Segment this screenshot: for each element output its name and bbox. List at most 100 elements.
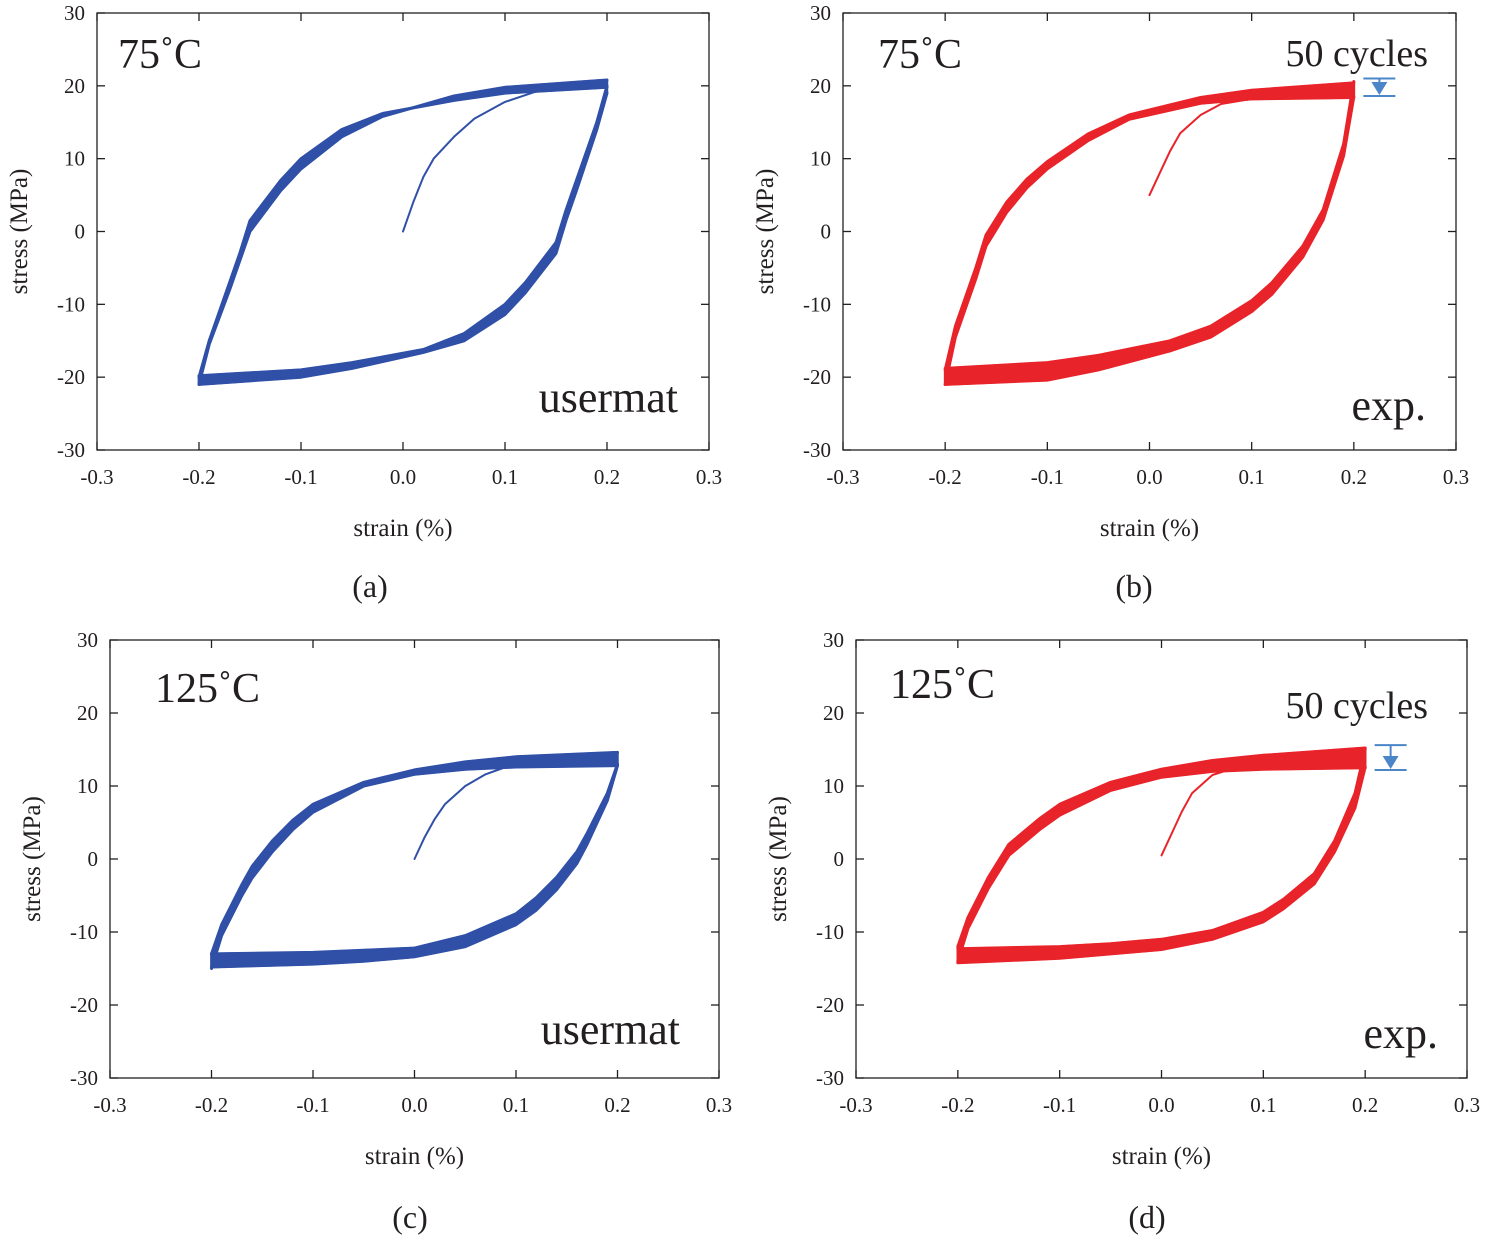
temperature-label: 125˚C bbox=[155, 666, 260, 712]
series-band-upper bbox=[210, 751, 619, 970]
y-tick-label: -30 bbox=[57, 438, 85, 462]
series-line-lower-branch-cycle-50- bbox=[197, 91, 609, 386]
series-group bbox=[956, 746, 1367, 965]
series-line-initial-loading bbox=[1148, 97, 1253, 197]
x-axis-label: strain (%) bbox=[365, 1143, 464, 1170]
series-band-lower bbox=[210, 762, 619, 969]
x-tick-label: 0.0 bbox=[390, 465, 416, 489]
series-line-upper-branch-first-cycle- bbox=[197, 85, 609, 379]
x-axis-label: strain (%) bbox=[1100, 515, 1199, 542]
series-line-upper-branch-first-cycle- bbox=[210, 750, 619, 956]
y-tick-label: 0 bbox=[834, 847, 845, 871]
y-tick-label: 10 bbox=[77, 774, 98, 798]
y-tick-label: 20 bbox=[823, 701, 844, 725]
series-line-initial-loading bbox=[413, 766, 507, 860]
chart-panel-a: -0.3 -0.2 -0.1 0.0 0.1 0.2 0.3 30 20 10 0 -10 -20 -30… bbox=[6, 1, 722, 604]
temperature-label: 125˚C bbox=[890, 662, 995, 708]
x-tick-label: -0.2 bbox=[929, 465, 962, 489]
series-line-lower-branch-first-cycle- bbox=[943, 80, 1356, 370]
series-line-initial-loading bbox=[402, 90, 537, 233]
y-axis-label: stress (MPa) bbox=[765, 796, 792, 922]
x-axis-label: strain (%) bbox=[1112, 1143, 1211, 1170]
x-tick-label: 0.1 bbox=[503, 1093, 529, 1117]
x-tick-label: 0.3 bbox=[1454, 1093, 1480, 1117]
x-tick-label: 0.3 bbox=[706, 1093, 732, 1117]
drop-marker-arrowhead bbox=[1382, 755, 1399, 769]
source-label: exp. bbox=[1363, 1009, 1438, 1058]
x-tick-label: 0.1 bbox=[1250, 1093, 1276, 1117]
subfigure-caption: (b) bbox=[1115, 568, 1152, 604]
y-tick-label: -20 bbox=[803, 365, 831, 389]
series-band-lower bbox=[197, 84, 609, 386]
y-tick-label: 0 bbox=[821, 220, 832, 244]
series-group bbox=[210, 750, 619, 970]
chart-panel-d: -0.3 -0.2 -0.1 0.0 0.1 0.2 0.3 30 20 10 0 -10 -20 -30… bbox=[765, 628, 1480, 1235]
y-tick-label: 30 bbox=[823, 628, 844, 652]
subfigure-caption: (d) bbox=[1128, 1199, 1165, 1235]
y-tick-label: 0 bbox=[88, 847, 99, 871]
series-line-lower-branch-first-cycle- bbox=[956, 748, 1367, 951]
cycle-drop-arrow-icon bbox=[1374, 744, 1407, 771]
x-tick-label: 0.1 bbox=[492, 465, 518, 489]
x-tick-label: 0.2 bbox=[594, 465, 620, 489]
x-tick-label: 0.2 bbox=[604, 1093, 630, 1117]
series-line-upper-branch-cycle-50- bbox=[956, 766, 1367, 963]
x-tick-label: -0.3 bbox=[93, 1093, 126, 1117]
x-tick-label: -0.2 bbox=[182, 465, 215, 489]
series-line-lower-branch-cycle-50- bbox=[956, 765, 1367, 965]
x-tick-label: 0.0 bbox=[1136, 465, 1162, 489]
source-label: exp. bbox=[1351, 381, 1426, 430]
x-tick-label: -0.2 bbox=[195, 1093, 228, 1117]
cycles-label: 50 cycles bbox=[1286, 33, 1428, 75]
y-axis-label: stress (MPa) bbox=[19, 796, 46, 922]
y-tick-label: 30 bbox=[77, 628, 98, 652]
x-tick-label: -0.3 bbox=[826, 465, 859, 489]
y-tick-label: -10 bbox=[57, 292, 85, 316]
y-tick-label: -10 bbox=[816, 920, 844, 944]
x-tick-label: 0.0 bbox=[401, 1093, 427, 1117]
y-tick-label: 30 bbox=[810, 1, 831, 25]
y-tick-label: 30 bbox=[64, 1, 85, 25]
subfigure-caption: (a) bbox=[352, 568, 388, 604]
x-tick-label: -0.1 bbox=[1031, 465, 1064, 489]
y-axis-label: stress (MPa) bbox=[6, 169, 33, 295]
y-tick-label: 0 bbox=[75, 220, 86, 244]
x-tick-label: 0.2 bbox=[1341, 465, 1367, 489]
chart-panel-c: -0.3 -0.2 -0.1 0.0 0.1 0.2 0.3 30 20 10 0 -10 -20 -30… bbox=[19, 628, 732, 1235]
series-line-upper-branch-first-cycle- bbox=[956, 746, 1367, 949]
y-tick-label: -10 bbox=[803, 292, 831, 316]
drop-marker-arrowhead bbox=[1371, 82, 1388, 96]
y-tick-label: 10 bbox=[823, 774, 844, 798]
x-tick-label: -0.1 bbox=[284, 465, 317, 489]
y-tick-label: -30 bbox=[803, 438, 831, 462]
cycles-label: 50 cycles bbox=[1286, 685, 1428, 727]
series-line-upper-branch-cycle-50- bbox=[943, 96, 1356, 386]
y-tick-label: -30 bbox=[816, 1066, 844, 1090]
x-tick-label: 0.3 bbox=[1443, 465, 1469, 489]
series-group bbox=[197, 78, 609, 386]
y-tick-label: -20 bbox=[70, 993, 98, 1017]
y-tick-label: -20 bbox=[57, 365, 85, 389]
subfigure-caption: (c) bbox=[392, 1199, 428, 1235]
series-line-lower-branch-cycle-50- bbox=[210, 764, 619, 969]
series-line-lower-branch-cycle-50- bbox=[943, 95, 1356, 386]
series-line-upper-branch-first-cycle- bbox=[943, 81, 1356, 372]
cycle-drop-arrow-icon bbox=[1363, 77, 1396, 98]
x-tick-label: 0.3 bbox=[696, 465, 722, 489]
x-axis-label: strain (%) bbox=[353, 515, 452, 542]
series-line-lower-branch-first-cycle- bbox=[210, 762, 619, 956]
y-tick-label: 20 bbox=[810, 74, 831, 98]
x-tick-label: -0.2 bbox=[941, 1093, 974, 1117]
series-line-upper-branch-cycle-50- bbox=[210, 764, 619, 970]
y-axis-label: stress (MPa) bbox=[752, 169, 779, 295]
x-tick-label: -0.3 bbox=[839, 1093, 872, 1117]
y-tick-label: 10 bbox=[64, 147, 85, 171]
x-tick-label: 0.2 bbox=[1352, 1093, 1378, 1117]
series-group bbox=[943, 80, 1356, 386]
x-tick-label: -0.3 bbox=[80, 465, 113, 489]
x-tick-label: -0.1 bbox=[296, 1093, 329, 1117]
series-line-initial-loading bbox=[1160, 767, 1234, 857]
y-tick-label: -30 bbox=[70, 1066, 98, 1090]
x-tick-label: -0.1 bbox=[1043, 1093, 1076, 1117]
